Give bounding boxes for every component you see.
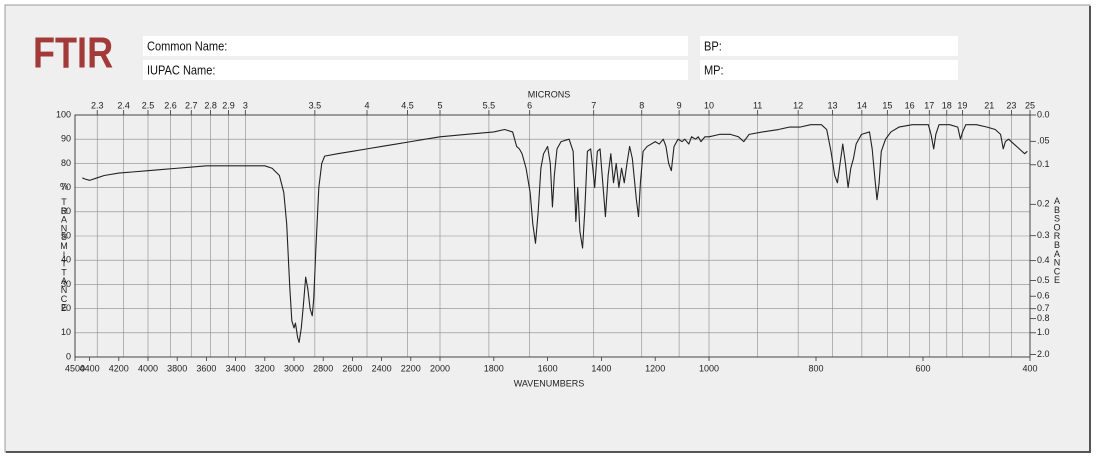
x-tick-label: 3800 [167,363,187,373]
y2-tick-label: 2.0 [1037,349,1050,359]
y-tick-label: 10 [61,327,71,337]
top-tick-label: 5.5 [483,100,496,110]
spectrum-line [82,124,1028,344]
x-tick-label: 600 [915,363,930,373]
x-tick-label: 2600 [342,363,362,373]
top-tick-label: 6 [527,100,532,110]
field-box[interactable] [143,60,688,80]
x-axis-title: WAVENUMBERS [514,378,585,388]
top-tick-label: 2.9 [222,100,235,110]
field-box[interactable] [143,36,688,56]
y-tick-label: 0 [66,351,71,361]
y-tick-label: 70 [61,182,71,192]
x-tick-label: 4500 [65,363,85,373]
top-tick-label: 7 [591,100,596,110]
y-tick-label: 90 [61,134,71,144]
top-tick-label: 16 [905,100,915,110]
x-tick-label: 3000 [284,363,304,373]
plot-frame [74,114,1031,358]
top-tick-label: 5 [437,100,442,110]
top-tick-label: 23 [1006,100,1016,110]
top-axis-title: MICRONS [528,89,571,99]
top-tick-label: 19 [957,100,967,110]
logo: FTIR [33,28,113,77]
x-tick-label: 2400 [372,363,392,373]
top-tick-label: 15 [882,100,892,110]
field-label: Common Name: [147,39,227,54]
y2-tick-label: .05 [1037,136,1050,146]
y-tick-label: 40 [61,255,71,265]
top-tick-label: 2.4 [117,100,130,110]
x-tick-label: 1800 [484,363,504,373]
top-tick-label: 4 [364,100,369,110]
y-tick-label: 50 [61,230,71,240]
x-tick-label: 3200 [255,363,275,373]
field-box[interactable] [700,36,958,56]
y-tick-label: 60 [61,206,71,216]
top-tick-label: 10 [704,100,714,110]
x-tick-label: 4000 [138,363,158,373]
y-tick-label: 100 [56,109,71,119]
top-tick-label: 3.5 [309,100,322,110]
top-tick-label: 21 [984,100,994,110]
x-tick-label: 2000 [430,363,450,373]
x-tick-label: 3600 [196,363,216,373]
top-tick-label: 4.5 [401,100,414,110]
x-tick-label: 2800 [313,363,333,373]
top-tick-label: 25 [1025,100,1035,110]
top-tick-label: 18 [942,100,952,110]
y2-tick-label: 0.0 [1037,109,1050,119]
x-tick-label: 1000 [699,363,719,373]
top-tick-label: 2.8 [204,100,217,110]
top-tick-label: 9 [677,100,682,110]
x-tick-label: 4400 [80,363,100,373]
top-tick-label: 2.3 [91,100,104,110]
top-tick-label: 8 [639,100,644,110]
y2-tick-label: 0.4 [1037,255,1050,265]
y2-tick-label: 0.3 [1037,230,1050,240]
top-tick-label: 11 [753,100,762,110]
y2-axis-title: ABSORBANCE [1052,196,1062,284]
y-unit: % [60,181,68,191]
y2-tick-label: 0.7 [1037,303,1050,313]
top-tick-label: 14 [857,100,867,110]
x-tick-label: 1600 [538,363,558,373]
top-tick-label: 2.7 [185,100,198,110]
y2-tick-label: 0.6 [1037,291,1050,301]
x-tick-label: 2200 [401,363,421,373]
x-tick-label: 1400 [591,363,611,373]
y2-tick-label: 1.0 [1037,327,1050,337]
y-tick-label: 20 [61,303,71,313]
field-box[interactable] [700,60,958,80]
y2-tick-label: 0.1 [1037,159,1050,169]
top-tick-label: 12 [793,100,803,110]
x-tick-label: 800 [808,363,823,373]
y2-tick-label: 0.8 [1037,313,1050,323]
x-tick-label: 4200 [109,363,129,373]
x-tick-label: 1200 [645,363,665,373]
top-tick-label: 2.5 [142,100,155,110]
y2-tick-label: 0.5 [1037,275,1050,285]
top-tick-label: 2.6 [164,100,177,110]
x-tick-label: 3400 [226,363,246,373]
y-tick-label: 30 [61,279,71,289]
field-label: MP: [704,63,724,78]
top-tick-label: 13 [827,100,837,110]
field-label: BP: [704,39,722,54]
y2-tick-label: 0.2 [1037,199,1050,209]
y-tick-label: 80 [61,158,71,168]
top-tick-label: 3 [243,100,248,110]
field-label: IUPAC Name: [147,63,215,78]
x-tick-label: 400 [1022,363,1037,373]
top-tick-label: 17 [924,100,934,110]
y-axis-title: TRANSMITTANCE [59,197,69,311]
